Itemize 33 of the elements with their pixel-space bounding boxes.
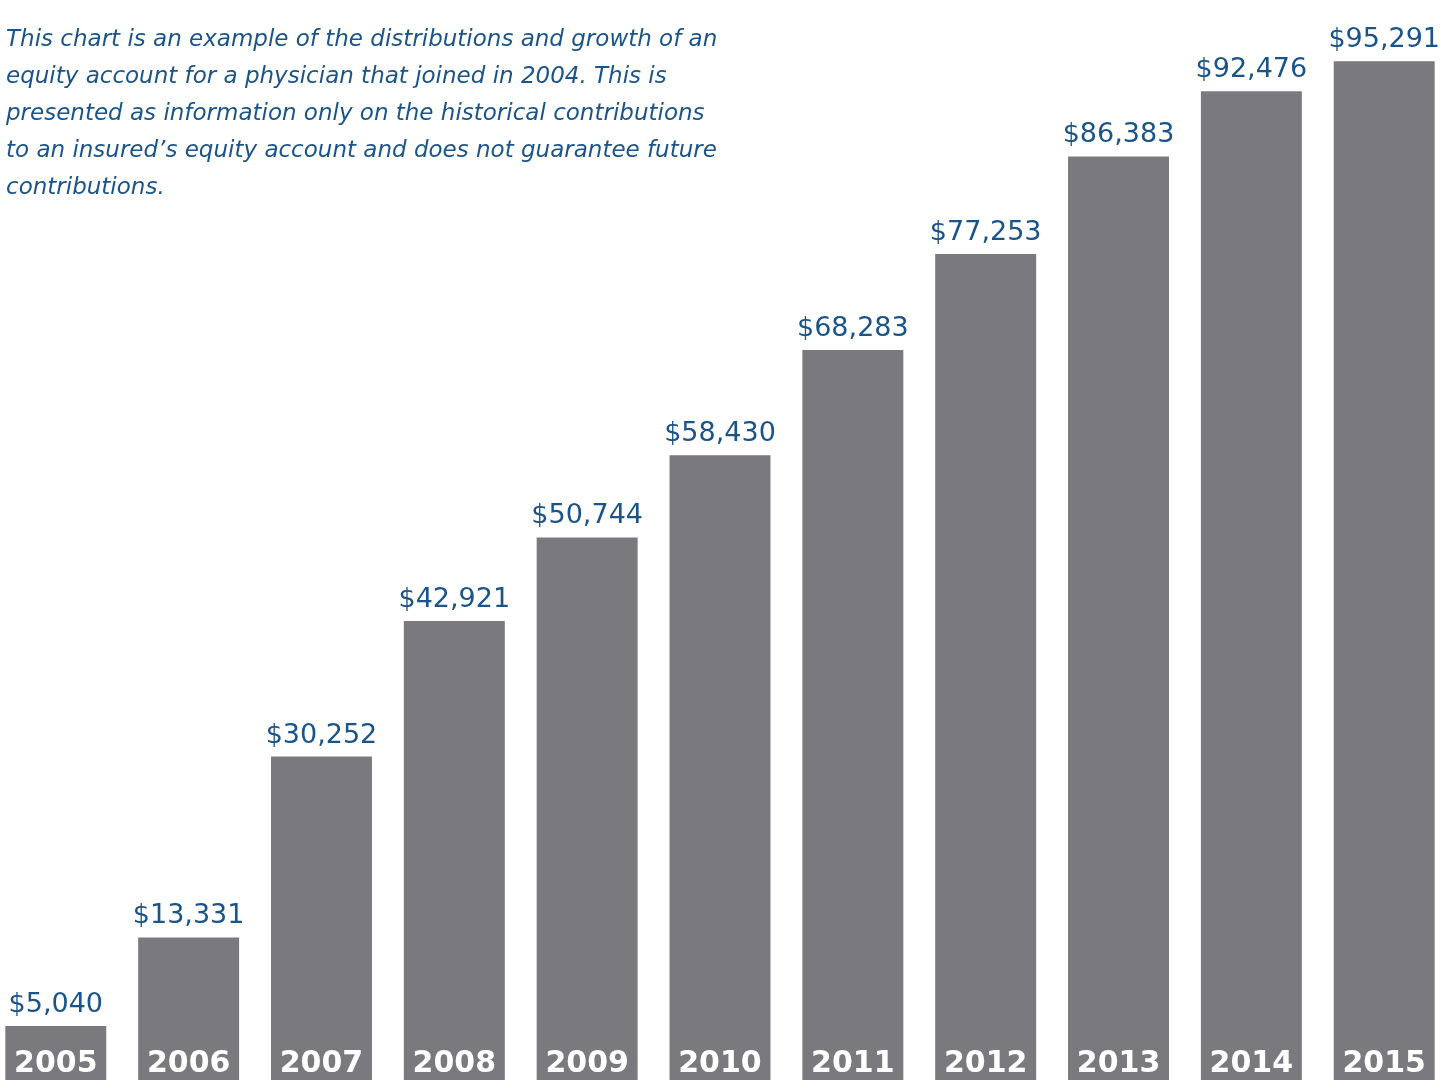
x-tick-label: 2006 [146, 1044, 231, 1079]
data-label: $77,253 [929, 215, 1042, 246]
annotation: This chart is an example of the distributions and growth of an equity account for a physician that joined in 2004. This is presented as information only on the historical contributions to an insured’s equity account and does not guarantee future contributions. [5, 25, 718, 199]
data-label: $86,383 [1062, 117, 1175, 149]
data-label: $42,921 [398, 582, 511, 614]
bar [1200, 91, 1302, 1080]
data-label: $5,040 [8, 987, 104, 1019]
bar [1333, 61, 1435, 1080]
x-tick-label: 2014 [1209, 1044, 1294, 1079]
data-label: $95,291 [1328, 22, 1441, 54]
data-label: $13,331 [132, 898, 245, 930]
data-label: $50,744 [531, 498, 643, 530]
data-label: $92,476 [1195, 52, 1308, 84]
x-tick-label: 2015 [1342, 1044, 1426, 1079]
x-tick-label: 2005 [14, 1044, 98, 1079]
x-tick-label: 2011 [811, 1044, 895, 1079]
bar [403, 621, 505, 1080]
data-label: $30,252 [265, 717, 378, 749]
bar [669, 455, 771, 1080]
x-tick-label: 2009 [545, 1044, 629, 1079]
bar [802, 349, 904, 1080]
x-tick-label: 2010 [678, 1044, 762, 1079]
x-tick-label: 2012 [943, 1044, 1028, 1079]
x-tick-label: 2008 [412, 1044, 497, 1079]
x-tick-label: 2013 [1076, 1044, 1161, 1079]
bar [1068, 156, 1169, 1080]
data-label: $58,430 [664, 416, 776, 448]
bar [536, 537, 638, 1080]
data-label: $68,283 [797, 310, 909, 342]
bar [271, 756, 372, 1080]
bar [138, 937, 240, 1080]
x-tick-label: 2007 [279, 1044, 364, 1079]
bar [935, 254, 1037, 1080]
